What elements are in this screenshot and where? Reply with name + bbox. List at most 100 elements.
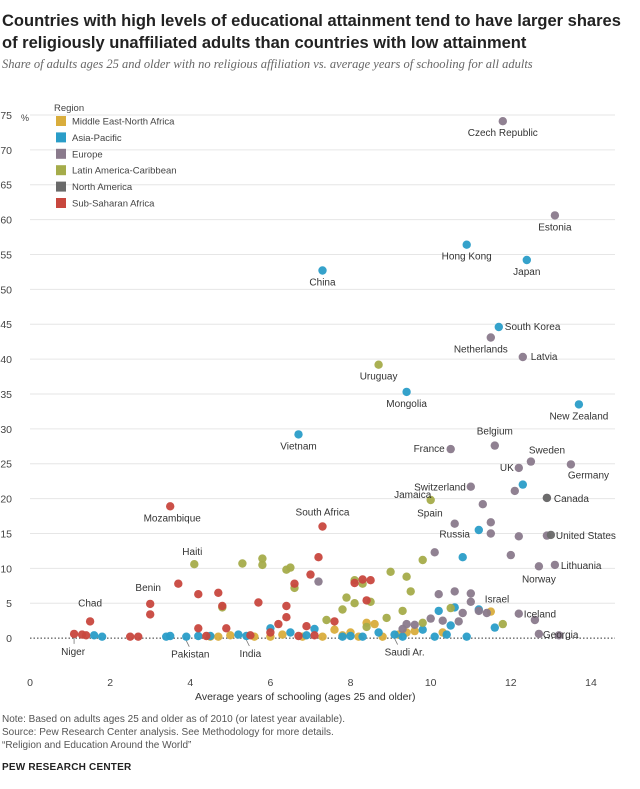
data-point <box>478 500 487 509</box>
data-point <box>282 601 291 611</box>
point-annotation: Benin <box>135 583 161 594</box>
data-point <box>174 579 183 588</box>
data-point <box>146 599 155 609</box>
y-tick-label: 60 <box>0 215 12 227</box>
data-point <box>286 563 295 572</box>
data-point <box>446 621 455 630</box>
data-point <box>410 626 419 636</box>
chart-subtitle: Share of adults ages 25 and older with n… <box>2 57 533 71</box>
data-point <box>318 632 327 641</box>
data-point <box>350 578 359 588</box>
x-tick-label: 0 <box>27 677 33 689</box>
data-point <box>426 495 435 505</box>
data-point <box>494 322 503 332</box>
brand-logo-text: PEW RESEARCH CENTER <box>2 762 132 773</box>
data-point <box>358 575 367 584</box>
data-point <box>542 493 552 503</box>
data-point <box>81 631 91 640</box>
x-tick-label: 12 <box>505 677 517 689</box>
data-point <box>530 615 540 625</box>
y-unit-label: % <box>21 113 29 123</box>
data-point <box>390 630 399 639</box>
data-point <box>146 610 155 619</box>
data-point <box>574 400 584 409</box>
data-point <box>366 576 375 585</box>
data-point <box>238 559 247 568</box>
y-tick-label: 75 <box>0 110 12 122</box>
data-point <box>314 553 323 562</box>
x-tick-label: 14 <box>585 677 597 689</box>
data-point <box>526 457 536 466</box>
y-tick-label: 30 <box>0 424 12 436</box>
point-annotation: South Africa <box>296 508 350 519</box>
data-point <box>398 624 407 634</box>
data-point <box>278 630 287 639</box>
data-point <box>466 482 475 491</box>
point-annotation: Switzerland <box>414 483 466 494</box>
data-point <box>434 606 443 616</box>
point-annotation: UK <box>500 463 514 474</box>
point-annotation: Norway <box>522 574 556 585</box>
data-point <box>490 441 499 450</box>
point-annotation: Sweden <box>529 446 565 457</box>
data-point <box>398 606 407 616</box>
data-point <box>258 560 267 570</box>
data-point <box>89 631 99 640</box>
data-point <box>69 629 79 639</box>
y-tick-label: 15 <box>0 528 12 540</box>
data-point <box>258 554 267 563</box>
footer-report: “Religion and Education Around the World… <box>2 740 192 751</box>
data-point <box>418 618 427 627</box>
data-point <box>466 589 475 598</box>
data-point <box>330 625 339 634</box>
point-annotation: Russia <box>439 530 470 541</box>
y-tick-label: 25 <box>0 459 12 471</box>
data-point <box>450 519 459 528</box>
data-point <box>358 632 367 641</box>
x-tick-label: 4 <box>187 677 193 689</box>
point-annotation: Germany <box>568 470 609 481</box>
annotation-leader <box>185 640 190 647</box>
point-annotation: Georgia <box>543 630 579 641</box>
data-point <box>458 608 467 618</box>
data-point <box>330 617 339 626</box>
data-point <box>462 632 471 641</box>
data-point <box>190 560 199 569</box>
data-point <box>518 352 527 362</box>
data-point <box>126 632 135 641</box>
data-point <box>85 617 95 626</box>
data-point <box>294 430 303 439</box>
data-point <box>514 463 523 473</box>
point-annotation: Hong Kong <box>442 252 492 263</box>
data-point <box>382 613 391 623</box>
y-tick-label: 10 <box>0 563 12 575</box>
data-point <box>310 624 319 634</box>
data-point <box>430 632 439 641</box>
data-point <box>406 587 415 596</box>
annotation-leader <box>394 638 398 645</box>
point-annotation: Haiti <box>182 547 202 558</box>
data-point <box>534 629 544 639</box>
point-annotation: Iceland <box>524 610 556 621</box>
legend-swatch <box>56 165 66 176</box>
data-point <box>350 599 359 608</box>
point-annotation: Niger <box>61 647 86 658</box>
legend-swatch <box>56 116 66 126</box>
data-point <box>294 631 303 641</box>
data-point <box>550 211 560 220</box>
data-point <box>266 628 275 637</box>
data-point <box>514 532 523 541</box>
data-point <box>506 550 515 560</box>
point-annotation: South Korea <box>505 322 561 333</box>
data-point <box>302 631 311 640</box>
data-point <box>182 632 191 641</box>
data-point <box>462 240 471 249</box>
data-point <box>346 631 355 641</box>
footer: Note: Based on adults ages 25 and older … <box>2 713 632 752</box>
footer-note: Note: Based on adults ages 25 and older … <box>2 714 345 725</box>
data-point <box>222 624 231 633</box>
data-points <box>69 117 584 641</box>
data-point <box>306 570 315 579</box>
data-point <box>426 614 435 623</box>
